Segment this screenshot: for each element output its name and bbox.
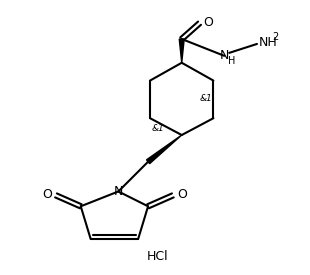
Text: O: O [177, 188, 187, 201]
Text: &1: &1 [200, 94, 212, 103]
Text: O: O [203, 16, 213, 29]
Text: O: O [42, 188, 52, 201]
Text: N: N [219, 49, 229, 62]
Text: HCl: HCl [147, 250, 169, 263]
Polygon shape [147, 135, 182, 164]
Text: NH: NH [259, 37, 278, 50]
Text: H: H [228, 56, 235, 66]
Polygon shape [179, 39, 184, 63]
Text: &1: &1 [152, 123, 165, 133]
Text: N: N [114, 185, 123, 198]
Text: 2: 2 [272, 32, 279, 42]
